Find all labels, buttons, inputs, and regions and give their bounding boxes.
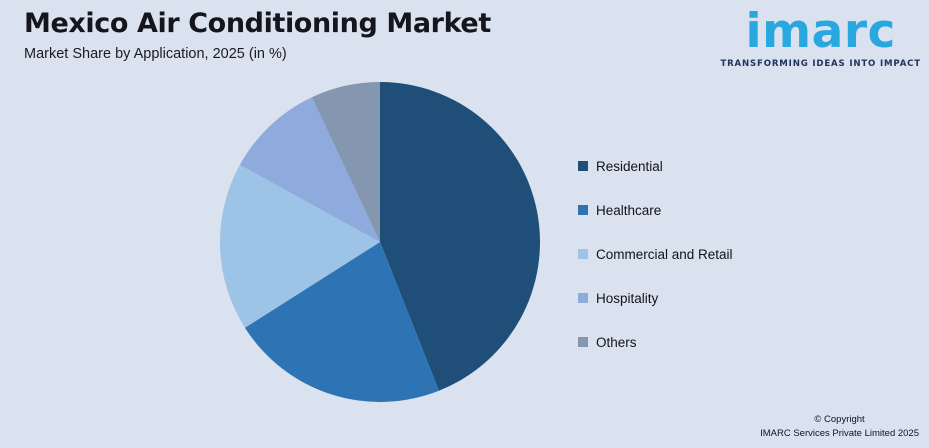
legend-swatch-healthcare [578, 205, 588, 215]
legend-label-healthcare: Healthcare [596, 202, 662, 218]
legend-item-others: Others [578, 334, 733, 350]
legend-label-hospitality: Hospitality [596, 290, 659, 306]
legend-item-hospitality: Hospitality [578, 290, 733, 306]
pie-slice-commercial-and-retail [220, 164, 380, 328]
imarc-logo: imarc TRANSFORMING IDEAS INTO IMPACT [720, 4, 921, 69]
copyright-notice: © Copyright IMARC Services Private Limit… [760, 413, 919, 441]
pie-slice-residential [380, 82, 540, 391]
legend-swatch-residential [578, 161, 588, 171]
legend-swatch-commercial-and-retail [578, 249, 588, 259]
legend-label-commercial-and-retail: Commercial and Retail [596, 246, 733, 262]
legend-swatch-others [578, 337, 588, 347]
page-title: Mexico Air Conditioning Market [24, 8, 491, 39]
pie-slice-others [311, 82, 380, 242]
legend: Residential Healthcare Commercial and Re… [578, 158, 733, 378]
imarc-logo-tagline: TRANSFORMING IDEAS INTO IMPACT [720, 59, 921, 70]
legend-item-commercial-and-retail: Commercial and Retail [578, 246, 733, 262]
legend-swatch-hospitality [578, 293, 588, 303]
pie-chart [220, 82, 540, 402]
legend-label-residential: Residential [596, 158, 663, 174]
pie-slice-hospitality [239, 97, 380, 242]
legend-item-residential: Residential [578, 158, 733, 174]
pie-slice-healthcare [244, 242, 439, 402]
copyright-line2: IMARC Services Private Limited 2025 [760, 428, 919, 439]
legend-label-others: Others [596, 334, 637, 350]
imarc-logo-wordmark: imarc [745, 4, 896, 59]
legend-item-healthcare: Healthcare [578, 202, 733, 218]
page-subtitle: Market Share by Application, 2025 (in %) [24, 46, 287, 62]
copyright-line1: © Copyright [814, 414, 865, 425]
chart-header: Mexico Air Conditioning Market Market Sh… [24, 8, 491, 62]
